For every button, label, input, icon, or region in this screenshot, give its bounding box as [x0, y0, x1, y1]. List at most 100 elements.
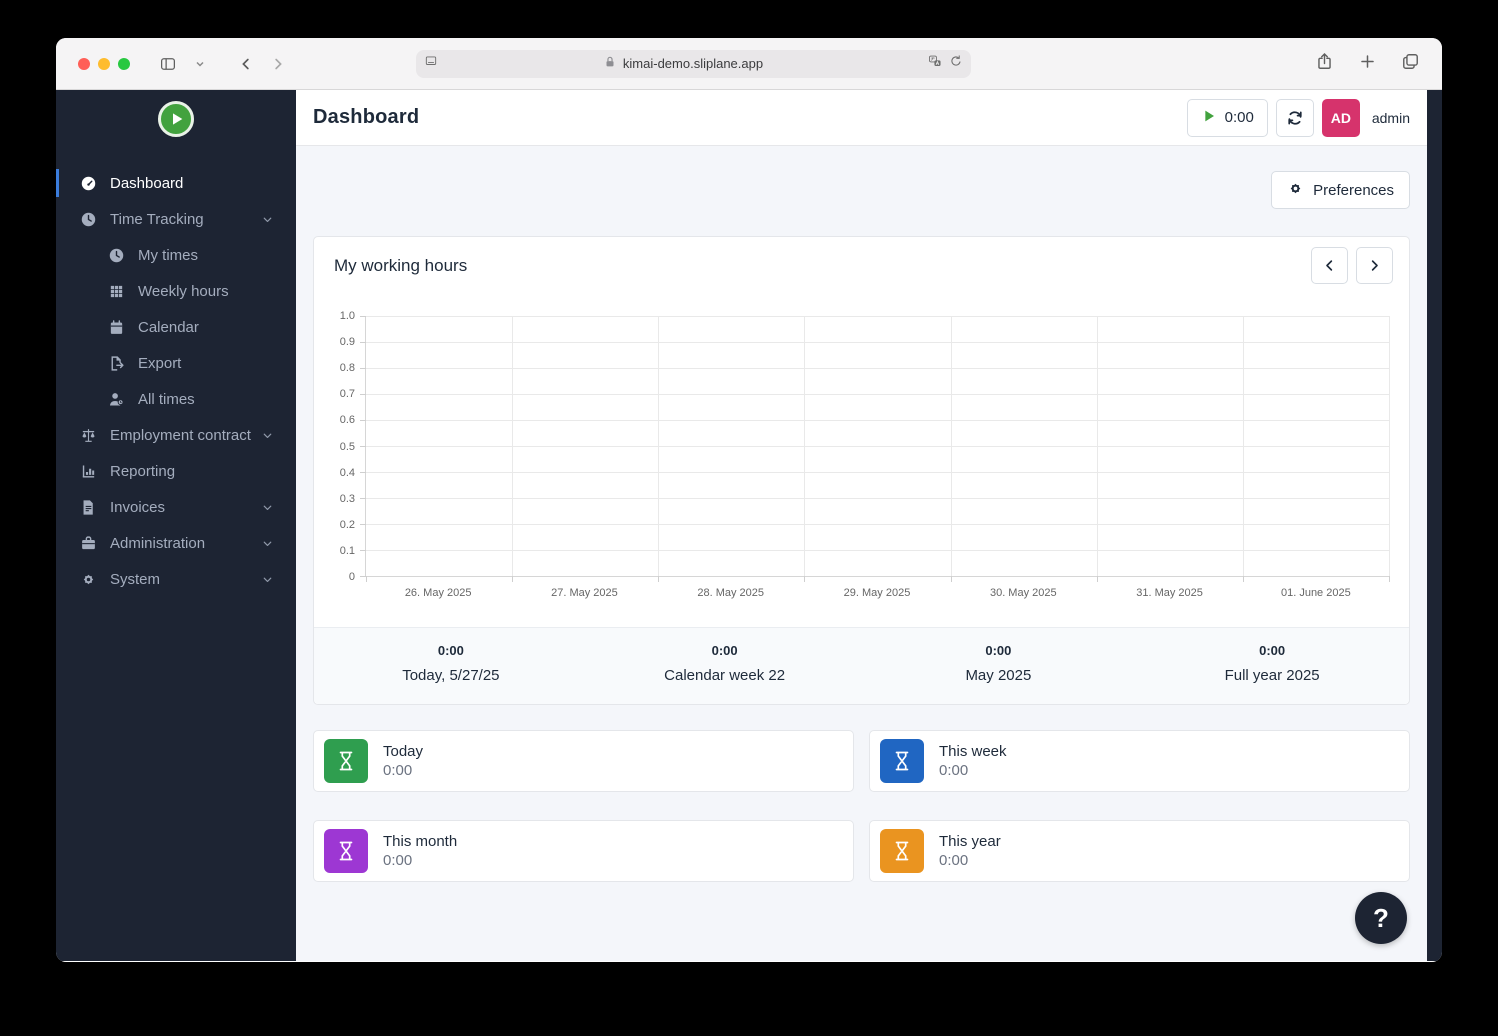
previous-period-button[interactable]	[1311, 247, 1348, 284]
timer-value: 0:00	[1224, 109, 1254, 126]
working-hours-chart: 1.0 0.9 0.8 0.7 0.6 0.5 0.4 0.3 0.2 0.1 0 26. May …	[314, 294, 1409, 615]
working-hours-summary: 0:00 Today, 5/27/25 0:00 Calendar week 22 0:…	[314, 627, 1409, 704]
chart-tick	[360, 498, 366, 499]
browser-toolbar: kimai-demo.sliplane.app	[56, 38, 1442, 90]
chart-plot-area	[360, 316, 1390, 582]
sidebar-item-label: Export	[138, 354, 182, 372]
stat-card-this-week: This week 0:00	[869, 730, 1410, 792]
preferences-label: Preferences	[1313, 181, 1394, 199]
sidebar-chevron-icon[interactable]	[188, 52, 212, 76]
hourglass-icon	[324, 829, 368, 873]
sidebar-item-employment-contract[interactable]: Employment contract	[56, 417, 296, 453]
chart-x-tick-label: 01. June 2025	[1280, 587, 1351, 599]
chart-y-axis: 1.0 0.9 0.8 0.7 0.6 0.5 0.4 0.3 0.2 0.1 0	[314, 310, 365, 583]
summary-label: May 2025	[965, 667, 1032, 684]
chart-y-tick-label: 0.7	[339, 388, 355, 401]
chart-tick	[360, 342, 366, 343]
gear-icon	[1287, 180, 1304, 201]
next-period-button[interactable]	[1356, 247, 1393, 284]
chart-x-tick-label: 27. May 2025	[551, 587, 618, 599]
start-timer-button[interactable]: 0:00	[1186, 98, 1268, 137]
chart-tick	[1242, 576, 1244, 582]
sidebar-item-my-times[interactable]: My times	[56, 237, 296, 273]
stat-text: Today 0:00	[383, 743, 423, 779]
sidebar-toggle-icon[interactable]	[156, 52, 180, 76]
chart-tick	[360, 524, 366, 525]
sidebar-item-system[interactable]: System	[56, 561, 296, 597]
chart-tick	[360, 576, 366, 577]
chart-gridline	[366, 524, 1389, 525]
summary-label: Full year 2025	[1224, 667, 1320, 684]
sidebar-item-administration[interactable]: Administration	[56, 525, 296, 561]
chart-gridline	[366, 316, 1389, 317]
refresh-button[interactable]	[1275, 98, 1314, 137]
page-settings-icon[interactable]	[424, 54, 438, 73]
sidebar-item-invoices[interactable]: Invoices	[56, 489, 296, 525]
sidebar-item-label: Invoices	[110, 498, 166, 516]
summary-value: 0:00	[985, 643, 1012, 658]
address-bar[interactable]: kimai-demo.sliplane.app	[416, 49, 971, 78]
chart-x-axis: 26. May 2025 27. May 2025 28. May 2025 29. …	[365, 577, 1389, 603]
forward-button[interactable]	[266, 52, 290, 76]
sidebar-item-label: All times	[138, 390, 195, 408]
chart-gridline	[366, 420, 1389, 421]
chart-tick	[366, 576, 367, 582]
preferences-button[interactable]: Preferences	[1271, 171, 1410, 209]
chevron-down-icon	[261, 537, 274, 550]
tab-overview-icon[interactable]	[1401, 52, 1420, 76]
export-icon	[108, 355, 125, 372]
stat-cards: Today 0:00 This week 0:00 This month 0:00 This…	[313, 730, 1410, 882]
sidebar-item-weekly-hours[interactable]: Weekly hours	[56, 273, 296, 309]
sidebar-item-all-times[interactable]: All times	[56, 381, 296, 417]
sidebar-item-dashboard[interactable]: Dashboard	[56, 165, 296, 201]
chart-tick	[658, 576, 660, 582]
chart-gridline	[658, 316, 660, 576]
reload-icon[interactable]	[949, 54, 963, 73]
chart-y-tick-label: 0	[348, 571, 355, 583]
hourglass-icon	[880, 829, 924, 873]
minimize-window-button[interactable]	[98, 57, 110, 70]
chart-tick	[1096, 576, 1098, 582]
help-button[interactable]: ?	[1355, 892, 1407, 944]
translate-icon[interactable]	[928, 54, 942, 73]
summary-column: 0:00 May 2025	[862, 643, 1136, 684]
chart-y-tick-label: 0.3	[339, 492, 355, 505]
working-hours-title: My working hours	[334, 255, 468, 275]
chart-gridline	[366, 368, 1389, 369]
sidebar-item-time-tracking[interactable]: Time Tracking	[56, 201, 296, 237]
summary-column: 0:00 Calendar week 22	[588, 643, 862, 684]
user-avatar[interactable]: AD	[1321, 98, 1360, 137]
sidebar-item-label: Employment contract	[110, 426, 251, 444]
stat-value: 0:00	[939, 762, 969, 779]
sidebar-item-calendar[interactable]: Calendar	[56, 309, 296, 345]
back-button[interactable]	[234, 52, 258, 76]
chart-gridline	[1242, 316, 1244, 576]
traffic-lights	[78, 57, 130, 70]
chevron-down-icon	[261, 429, 274, 442]
stat-label: Today	[383, 743, 424, 760]
stat-value: 0:00	[383, 762, 413, 779]
chevron-down-icon	[261, 213, 274, 226]
sidebar-item-export[interactable]: Export	[56, 345, 296, 381]
chart-gridline	[366, 394, 1389, 395]
stat-label: This year	[939, 833, 1001, 850]
chart-tick	[360, 368, 366, 369]
users-icon	[108, 391, 125, 408]
chart-y-tick-label: 0.1	[339, 544, 355, 557]
sidebar-item-reporting[interactable]: Reporting	[56, 453, 296, 489]
chevron-down-icon	[261, 501, 274, 514]
new-tab-icon[interactable]	[1358, 52, 1377, 76]
zoom-window-button[interactable]	[118, 57, 130, 70]
chart-x-tick-label: 26. May 2025	[404, 587, 472, 599]
stat-card-this-year: This year 0:00	[869, 820, 1410, 882]
summary-column: 0:00 Full year 2025	[1135, 643, 1409, 684]
chart-y-tick-label: 0.8	[339, 362, 355, 375]
stat-label: This week	[939, 743, 1007, 760]
close-window-button[interactable]	[78, 57, 90, 70]
share-icon[interactable]	[1315, 52, 1334, 76]
kimai-logo[interactable]	[158, 101, 194, 137]
summary-column: 0:00 Today, 5/27/25	[314, 643, 588, 684]
summary-value: 0:00	[437, 643, 464, 658]
username: admin	[1371, 109, 1410, 126]
chart-x-tick-label: 30. May 2025	[989, 587, 1057, 599]
